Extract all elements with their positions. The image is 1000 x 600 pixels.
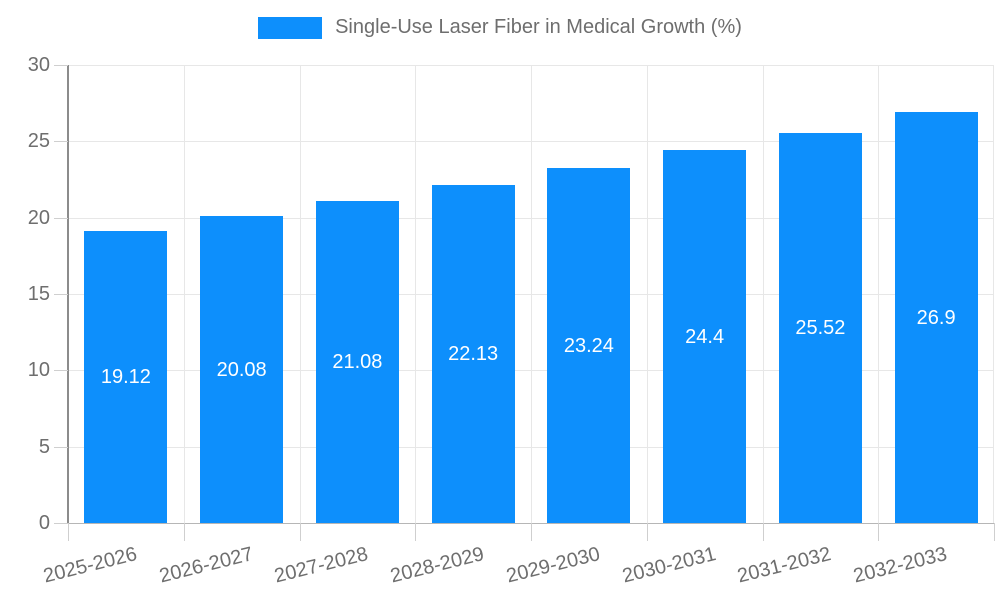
y-tick [54, 217, 68, 219]
gridline-vertical [878, 65, 880, 523]
y-tick [54, 65, 68, 66]
bar-value-label: 26.9 [916, 306, 956, 329]
y-axis-tick-label: 0 [38, 512, 50, 534]
bar[interactable]: 20.08 [200, 216, 284, 523]
bar[interactable]: 21.08 [315, 201, 399, 523]
gridline-vertical [299, 65, 301, 523]
bar-value-label: 20.08 [216, 358, 267, 381]
y-axis-tick-label: 5 [38, 435, 50, 458]
bar[interactable]: 22.13 [431, 185, 515, 523]
x-tick [878, 523, 880, 541]
y-axis-tick-label: 20 [27, 206, 50, 229]
bar[interactable]: 24.4 [663, 150, 747, 523]
gridline-vertical [531, 65, 532, 523]
legend-label: Single-Use Laser Fiber in Medical Growth… [335, 16, 742, 38]
bar[interactable]: 26.9 [894, 112, 978, 523]
x-tick [299, 523, 301, 541]
x-tick [415, 523, 417, 541]
x-tick [762, 523, 764, 541]
gridline-vertical [993, 65, 994, 523]
y-axis-tick-label: 10 [27, 359, 50, 382]
gridline-vertical [415, 65, 417, 523]
gridline-vertical [762, 65, 764, 523]
bar-value-label: 25.52 [795, 317, 846, 340]
y-axis-tick-label: 25 [27, 130, 50, 153]
bar-value-label: 19.12 [100, 366, 151, 389]
bar[interactable]: 25.52 [778, 133, 862, 523]
bar-value-label: 21.08 [332, 351, 383, 374]
x-tick [646, 523, 648, 541]
y-tick [54, 446, 68, 448]
chart-legend[interactable]: Single-Use Laser Fiber in Medical Growth… [0, 16, 1000, 39]
bar-value-label: 23.24 [563, 334, 614, 357]
bar[interactable]: 19.12 [84, 231, 168, 523]
y-axis-tick-label: 15 [27, 283, 50, 305]
y-axis-tick-label: 30 [27, 54, 50, 76]
x-tick [994, 523, 995, 541]
bar-value-label: 22.13 [448, 343, 499, 366]
y-axis-line [67, 65, 69, 523]
plot-area: 19.12 20.08 21.08 22.13 23.24 24.4 25.52 26.9 [67, 65, 994, 524]
x-tick [183, 523, 185, 541]
x-tick [68, 523, 69, 541]
y-tick [54, 141, 68, 143]
bar[interactable]: 23.24 [547, 168, 631, 523]
gridline-vertical [646, 65, 648, 523]
y-tick [54, 294, 68, 295]
y-tick [54, 523, 68, 524]
bar-value-label: 24.4 [685, 325, 725, 348]
gridline-vertical [183, 65, 185, 523]
y-tick [54, 370, 68, 372]
legend-swatch [258, 16, 323, 39]
x-tick [531, 523, 532, 541]
